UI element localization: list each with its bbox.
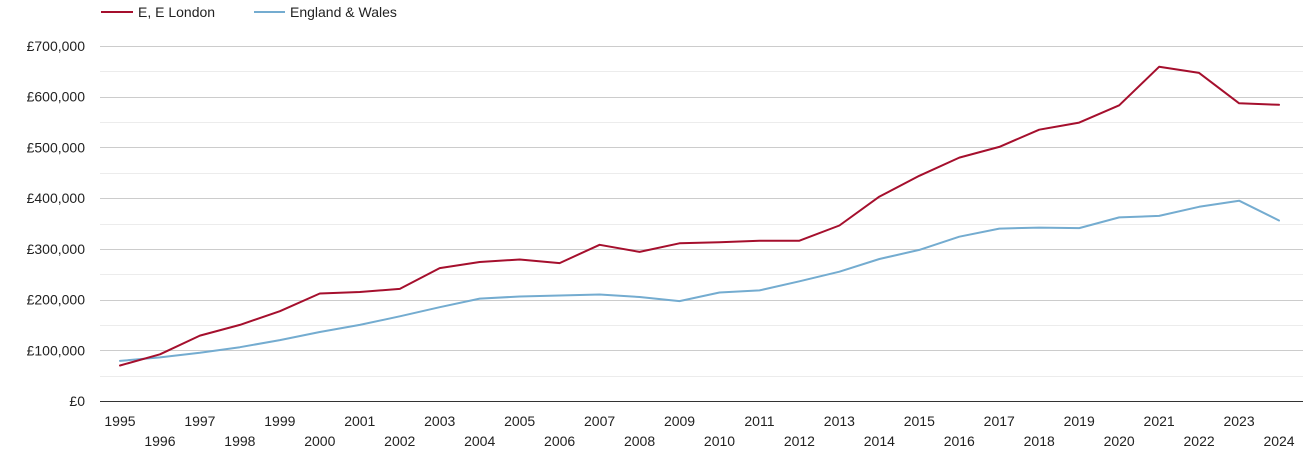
x-tick-label: 2019 [1064,413,1095,429]
y-tick-label: £0 [69,393,85,409]
y-tick-label: £300,000 [27,241,86,257]
y-tick-label: £200,000 [27,292,86,308]
x-tick-label: 1998 [224,433,255,449]
x-tick-label: 2014 [864,433,895,449]
x-tick-label: 2009 [664,413,695,429]
x-tick-label: 2001 [344,413,375,429]
x-tick-label: 2010 [704,433,735,449]
x-tick-label: 2013 [824,413,855,429]
x-axis-tick-labels: 1995 1996 1997 1998 1999 2000 2001 2002 2003 2004… [104,413,1294,449]
x-tick-label: 1995 [104,413,135,429]
x-tick-label: 2018 [1024,433,1055,449]
y-tick-label: £500,000 [27,139,86,155]
series-line-england-wales [119,199,1280,362]
x-tick-label: 2002 [384,433,415,449]
x-tick-label: 2007 [584,413,615,429]
x-tick-label: 2006 [544,433,575,449]
x-tick-label: 2016 [944,433,975,449]
legend: E, E London England & Wales [101,4,397,20]
y-tick-label: £100,000 [27,342,86,358]
y-tick-label: £700,000 [27,38,86,54]
x-tick-label: 2012 [784,433,815,449]
x-tick-label: 2003 [424,413,455,429]
x-tick-label: 2017 [984,413,1015,429]
series-line-e-london [119,65,1280,367]
grid-lines [100,46,1303,402]
y-axis-tick-labels: £0 £100,000 £200,000 £300,000 £400,000 £500,0… [27,38,86,409]
x-tick-label: 2022 [1184,433,1215,449]
legend-label-e-london: E, E London [138,4,215,20]
x-tick-label: 2015 [904,413,935,429]
x-tick-label: 1996 [144,433,175,449]
series-lines [119,65,1280,367]
y-tick-label: £600,000 [27,89,86,105]
x-tick-label: 2004 [464,433,495,449]
x-tick-label: 2023 [1223,413,1254,429]
x-tick-label: 2011 [744,413,774,429]
x-tick-label: 2024 [1263,433,1294,449]
y-tick-label: £400,000 [27,190,86,206]
x-tick-label: 2008 [624,433,655,449]
x-tick-label: 1997 [184,413,215,429]
x-tick-label: 2000 [304,433,335,449]
x-tick-label: 2020 [1104,433,1135,449]
x-tick-label: 1999 [264,413,295,429]
legend-label-england-wales: England & Wales [290,4,397,20]
x-tick-label: 2005 [504,413,535,429]
x-tick-label: 2021 [1144,413,1175,429]
